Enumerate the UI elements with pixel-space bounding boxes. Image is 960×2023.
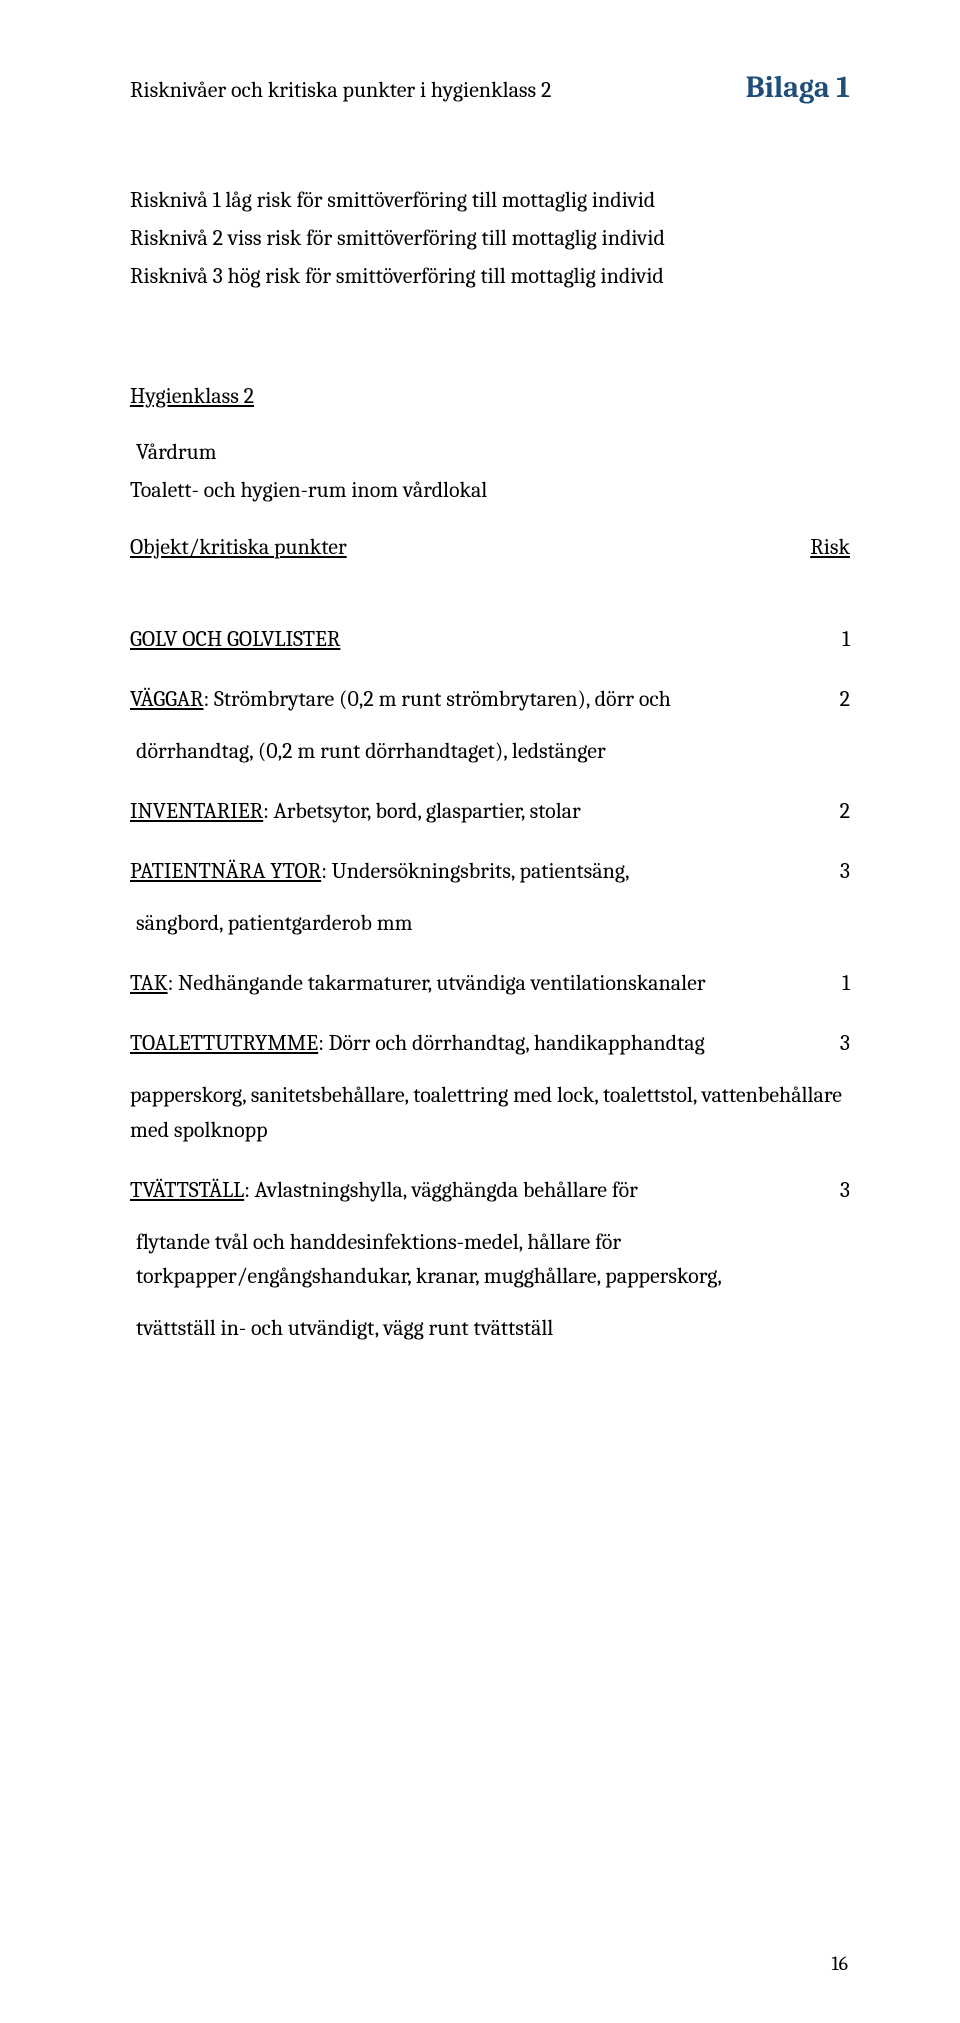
spacer bbox=[130, 417, 850, 435]
risk-item-continuation: papperskorg, sanitetsbehållare, toalettr… bbox=[130, 1078, 850, 1146]
risk-item-prefix: TAK bbox=[130, 970, 168, 996]
spacer bbox=[130, 1207, 850, 1225]
spacer bbox=[130, 153, 850, 183]
col-header-right: Risk bbox=[810, 530, 850, 564]
risk-value: 2 bbox=[826, 794, 850, 828]
risk-item-row: PATIENTNÄRA YTOR: Undersökningsbrits, pa… bbox=[130, 854, 850, 888]
risk-item-row: VÄGGAR: Strömbrytare (0,2 m runt strömbr… bbox=[130, 682, 850, 716]
column-header-row: Objekt/kritiska punkter Risk bbox=[130, 530, 850, 564]
col-header-left: Objekt/kritiska punkter bbox=[130, 530, 810, 564]
spacer bbox=[130, 716, 850, 734]
spacer bbox=[130, 940, 850, 966]
risk-item-continuation: flytande tvål och handdesinfektions-mede… bbox=[130, 1225, 850, 1293]
spacer bbox=[130, 512, 850, 530]
appendix-label: Bilaga 1 bbox=[746, 70, 850, 105]
section-sub2: Toalett- och hygien-rum inom vårdlokal bbox=[130, 473, 850, 507]
spacer bbox=[130, 656, 850, 682]
spacer bbox=[130, 297, 850, 349]
risk-value: 3 bbox=[826, 854, 850, 888]
risk-item-rest: : Avlastningshylla, vägghängda behållare… bbox=[244, 1177, 638, 1203]
risk-item-continuation-2: tvättställ in- och utvändigt, vägg runt … bbox=[130, 1311, 850, 1345]
document-page: Risknivåer och kritiska punkter i hygien… bbox=[0, 0, 960, 2023]
risk-item-rest: : Strömbrytare (0,2 m runt strömbrytaren… bbox=[204, 686, 671, 712]
risk-item-row: TOALETTUTRYMME: Dörr och dörrhandtag, ha… bbox=[130, 1026, 850, 1060]
spacer bbox=[130, 828, 850, 854]
risk-item-rest: : Undersökningsbrits, patientsäng, bbox=[321, 858, 629, 884]
risk-item-row: GOLV OCH GOLVLISTER 1 bbox=[130, 622, 850, 656]
risk-item-prefix: PATIENTNÄRA YTOR bbox=[130, 858, 321, 884]
risk-item-prefix: TOALETTUTRYMME bbox=[130, 1030, 318, 1056]
spacer bbox=[130, 1293, 850, 1311]
risk-item-row: INVENTARIER: Arbetsytor, bord, glasparti… bbox=[130, 794, 850, 828]
risk-item-label: INVENTARIER: Arbetsytor, bord, glasparti… bbox=[130, 794, 826, 828]
page-number: 16 bbox=[831, 1952, 848, 1975]
risk-item-label: TOALETTUTRYMME: Dörr och dörrhandtag, ha… bbox=[130, 1026, 826, 1060]
risk-item-continuation: dörrhandtag, (0,2 m runt dörrhandtaget),… bbox=[130, 734, 850, 768]
page-title: Risknivåer och kritiska punkter i hygien… bbox=[130, 77, 551, 103]
spacer bbox=[130, 1000, 850, 1026]
risk-item-continuation: sängbord, patientgarderob mm bbox=[130, 906, 850, 940]
spacer bbox=[130, 888, 850, 906]
risk-value: 1 bbox=[826, 966, 850, 1000]
spacer bbox=[130, 1060, 850, 1078]
risk-item-prefix: TVÄTTSTÄLL bbox=[130, 1177, 244, 1203]
section-sub1: Vårdrum bbox=[130, 435, 850, 469]
risk-item-rest: : Nedhängande takarmaturer, utvändiga ve… bbox=[168, 970, 706, 996]
risk-value: 3 bbox=[826, 1173, 850, 1207]
risk-item-row: TVÄTTSTÄLL: Avlastningshylla, vägghängda… bbox=[130, 1173, 850, 1207]
risk-item-prefix: INVENTARIER bbox=[130, 798, 263, 824]
intro-line-3: Risknivå 3 hög risk för smittöverföring … bbox=[130, 259, 850, 293]
spacer bbox=[130, 349, 850, 379]
risk-item-label: TAK: Nedhängande takarmaturer, utvändiga… bbox=[130, 966, 826, 1000]
risk-value: 2 bbox=[826, 682, 850, 716]
intro-line-1: Risknivå 1 låg risk för smittöverföring … bbox=[130, 183, 850, 217]
risk-value: 3 bbox=[826, 1026, 850, 1060]
risk-item-label-underline: GOLV OCH GOLVLISTER bbox=[130, 626, 340, 652]
spacer bbox=[130, 1147, 850, 1173]
risk-item-label: GOLV OCH GOLVLISTER bbox=[130, 622, 826, 656]
section-heading: Hygienklass 2 bbox=[130, 379, 850, 413]
spacer bbox=[130, 768, 850, 794]
risk-item-label: PATIENTNÄRA YTOR: Undersökningsbrits, pa… bbox=[130, 854, 826, 888]
risk-item-rest: : Arbetsytor, bord, glaspartier, stolar bbox=[263, 798, 581, 824]
risk-item-prefix: VÄGGAR bbox=[130, 686, 204, 712]
risk-value: 1 bbox=[826, 622, 850, 656]
risk-item-rest: : Dörr och dörrhandtag, handikapphandtag bbox=[318, 1030, 704, 1056]
risk-item-label: VÄGGAR: Strömbrytare (0,2 m runt strömbr… bbox=[130, 682, 826, 716]
intro-line-2: Risknivå 2 viss risk för smittöverföring… bbox=[130, 221, 850, 255]
risk-item-row: TAK: Nedhängande takarmaturer, utvändiga… bbox=[130, 966, 850, 1000]
spacer bbox=[130, 564, 850, 616]
risk-item-label: TVÄTTSTÄLL: Avlastningshylla, vägghängda… bbox=[130, 1173, 826, 1207]
header-row: Risknivåer och kritiska punkter i hygien… bbox=[130, 70, 850, 105]
